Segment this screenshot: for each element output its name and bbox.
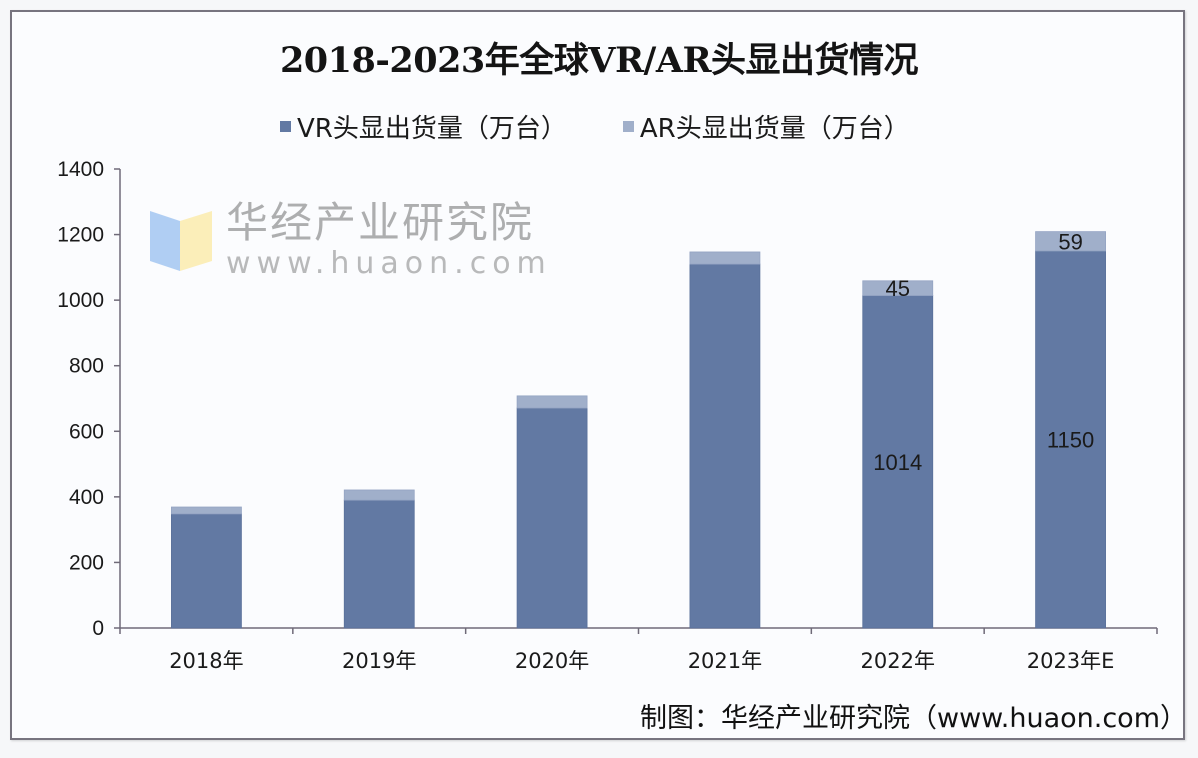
x-tick-label: 2020年 [515,649,589,673]
bar-vr [862,295,934,629]
x-tick-label: 2021年 [688,649,762,673]
y-tick-label: 600 [69,420,104,443]
bar-ar [1035,231,1106,252]
watermark-texts: 华经产业研究院 www.huaon.com [226,200,552,282]
watermark: 华经产业研究院 www.huaon.com [150,200,552,282]
bar-ar [516,395,588,409]
y-tick-label: 1200 [57,224,104,247]
bar-ar [343,489,415,501]
legend-swatch-vr [280,121,291,132]
bar-ar [862,280,934,296]
legend-label-ar: AR头显出货量（万台） [639,114,910,144]
data-label-vr: 1014 [873,450,922,475]
y-tick-label: 1000 [57,289,104,312]
legend-item-vr: VR头显出货量（万台） [280,108,567,145]
watermark-name: 华经产业研究院 [226,198,535,247]
x-tick-label: 2019年 [342,649,416,673]
legend-swatch-ar [622,121,634,132]
bar-vr [516,407,588,629]
bar-ar [171,506,242,515]
y-tick-label: 0 [92,617,104,640]
y-tick-label: 200 [69,551,104,574]
y-tick-label: 1400 [57,158,104,181]
bar-vr [171,513,242,629]
legend-item-ar: AR头显出货量（万台） [622,108,910,145]
legend: VR头显出货量（万台） AR头显出货量（万台） [280,108,910,145]
watermark-logo-icon [150,211,214,271]
x-tick-label: 2023年E [1027,649,1115,673]
x-tick-label: 2018年 [169,649,243,673]
chart-title: 2018-2023年全球VR/AR头显出货情况 [279,40,919,81]
bar-ar [689,251,761,265]
data-label-vr: 1150 [1047,427,1094,452]
bar-vr [343,499,415,629]
legend-label-vr: VR头显出货量（万台） [297,114,567,144]
y-tick-label: 800 [69,355,104,378]
bar-vr [1035,250,1106,629]
data-label-ar: 59 [1058,229,1082,254]
x-tick-label: 2022年 [861,649,935,673]
bar-vr [689,263,761,629]
y-tick-label: 400 [69,486,104,509]
data-label-ar: 45 [886,276,910,301]
watermark-url: www.huaon.com [226,246,552,281]
source-note: 制图：华经产业研究院（www.huaon.com） [640,703,1187,734]
